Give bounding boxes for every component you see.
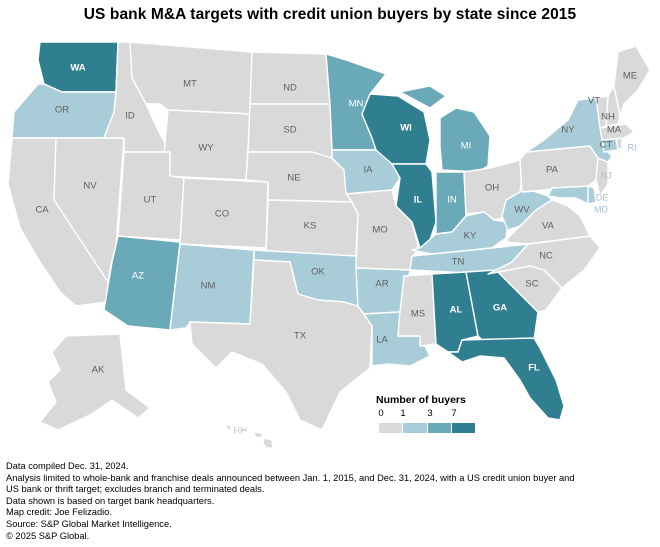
legend-swatch-mid <box>427 423 452 433</box>
legend-color-scale <box>379 423 475 433</box>
label-PA: PA <box>546 165 559 176</box>
state-TX[interactable] <box>189 259 373 431</box>
label-NM: NM <box>201 281 216 292</box>
label-TN: TN <box>452 257 465 268</box>
footnote-line: US bank or thrift target; excludes branc… <box>6 484 265 495</box>
label-CO: CO <box>215 209 229 220</box>
footnotes: Data compiled Dec. 31, 2024. Analysis li… <box>6 461 656 542</box>
label-ME: ME <box>623 71 637 82</box>
label-AL: AL <box>450 305 463 316</box>
state-ND[interactable] <box>249 51 331 105</box>
label-WA: WA <box>70 63 85 74</box>
state-NC[interactable] <box>487 235 601 289</box>
state-MA[interactable] <box>599 123 635 141</box>
label-IA: IA <box>364 165 374 176</box>
map-title: US bank M&A targets with credit union bu… <box>83 6 577 23</box>
legend-ticks: 0 1 3 7 <box>376 408 486 420</box>
legend-tick-3: 7 <box>451 408 457 419</box>
label-CA: CA <box>35 205 49 216</box>
label-IN: IN <box>447 195 457 206</box>
label-OK: OK <box>311 267 325 278</box>
footnote-line: Data compiled Dec. 31, 2024. <box>6 461 129 471</box>
footnote-line: Map credit: Joe Felizadio. <box>6 507 112 518</box>
label-VT: VT <box>588 96 600 107</box>
label-GA: GA <box>493 303 507 314</box>
label-FL: FL <box>528 363 540 374</box>
label-WI: WI <box>400 123 412 134</box>
state-AK[interactable] <box>39 333 151 431</box>
label-DE: DE <box>596 192 609 202</box>
label-MT: MT <box>183 79 197 90</box>
label-SC: SC <box>525 279 538 290</box>
label-AR: AR <box>375 279 388 290</box>
state-FL[interactable] <box>447 337 565 421</box>
label-LA: LA <box>376 335 388 346</box>
label-VA: VA <box>542 221 555 232</box>
label-KS: KS <box>304 221 317 232</box>
label-WY: WY <box>198 143 214 154</box>
state-ME[interactable] <box>613 45 651 117</box>
legend-swatch-high <box>451 423 475 433</box>
label-MA: MA <box>607 125 622 136</box>
label-HI: HI <box>234 425 243 435</box>
label-TX: TX <box>294 331 307 342</box>
state-MI[interactable] <box>399 85 491 173</box>
label-CT: CT <box>600 140 613 151</box>
us-choropleth-map: WA OR CA NV ID MT WY UT CO AZ NM ND SD N… <box>7 41 651 449</box>
label-IL: IL <box>414 195 423 206</box>
legend-tick-1: 1 <box>400 408 406 419</box>
label-SD: SD <box>283 125 296 136</box>
footnote-line: Analysis limited to whole-bank and franc… <box>6 472 575 483</box>
label-KY: KY <box>464 231 477 242</box>
state-AZ[interactable] <box>103 235 181 331</box>
label-MI: MI <box>461 141 472 152</box>
label-NJ: NJ <box>601 170 612 180</box>
label-AZ: AZ <box>132 271 144 282</box>
label-NE: NE <box>287 173 300 184</box>
label-MN: MN <box>349 99 364 110</box>
label-UT: UT <box>144 195 157 206</box>
label-WV: WV <box>514 205 530 216</box>
legend-swatch-none <box>379 423 404 433</box>
label-ID: ID <box>125 111 135 122</box>
state-PA[interactable] <box>519 145 599 193</box>
footnote-line: Data shown is based on target bank headq… <box>6 495 215 506</box>
label-MO: MO <box>372 225 387 236</box>
state-DE[interactable] <box>587 185 597 205</box>
legend-swatch-low <box>403 423 428 433</box>
label-ND: ND <box>283 83 297 94</box>
label-NY: NY <box>561 125 575 136</box>
footnote-line: Source: S&P Global Market Intelligence. <box>6 518 172 529</box>
legend-tick-0: 0 <box>378 408 384 419</box>
label-OR: OR <box>55 105 69 116</box>
label-MD: MD <box>594 204 608 214</box>
footnote-line: © 2025 S&P Global. <box>6 530 90 541</box>
label-NH: NH <box>601 112 615 123</box>
label-NC: NC <box>539 251 553 262</box>
state-NH[interactable] <box>605 85 621 127</box>
label-NV: NV <box>83 181 97 192</box>
state-HI[interactable] <box>225 424 274 449</box>
label-OH: OH <box>485 183 499 194</box>
legend-title: Number of buyers <box>376 394 466 406</box>
label-AK: AK <box>92 365 105 376</box>
label-RI: RI <box>628 142 637 152</box>
label-MS: MS <box>411 309 425 320</box>
legend-tick-2: 3 <box>427 408 433 419</box>
